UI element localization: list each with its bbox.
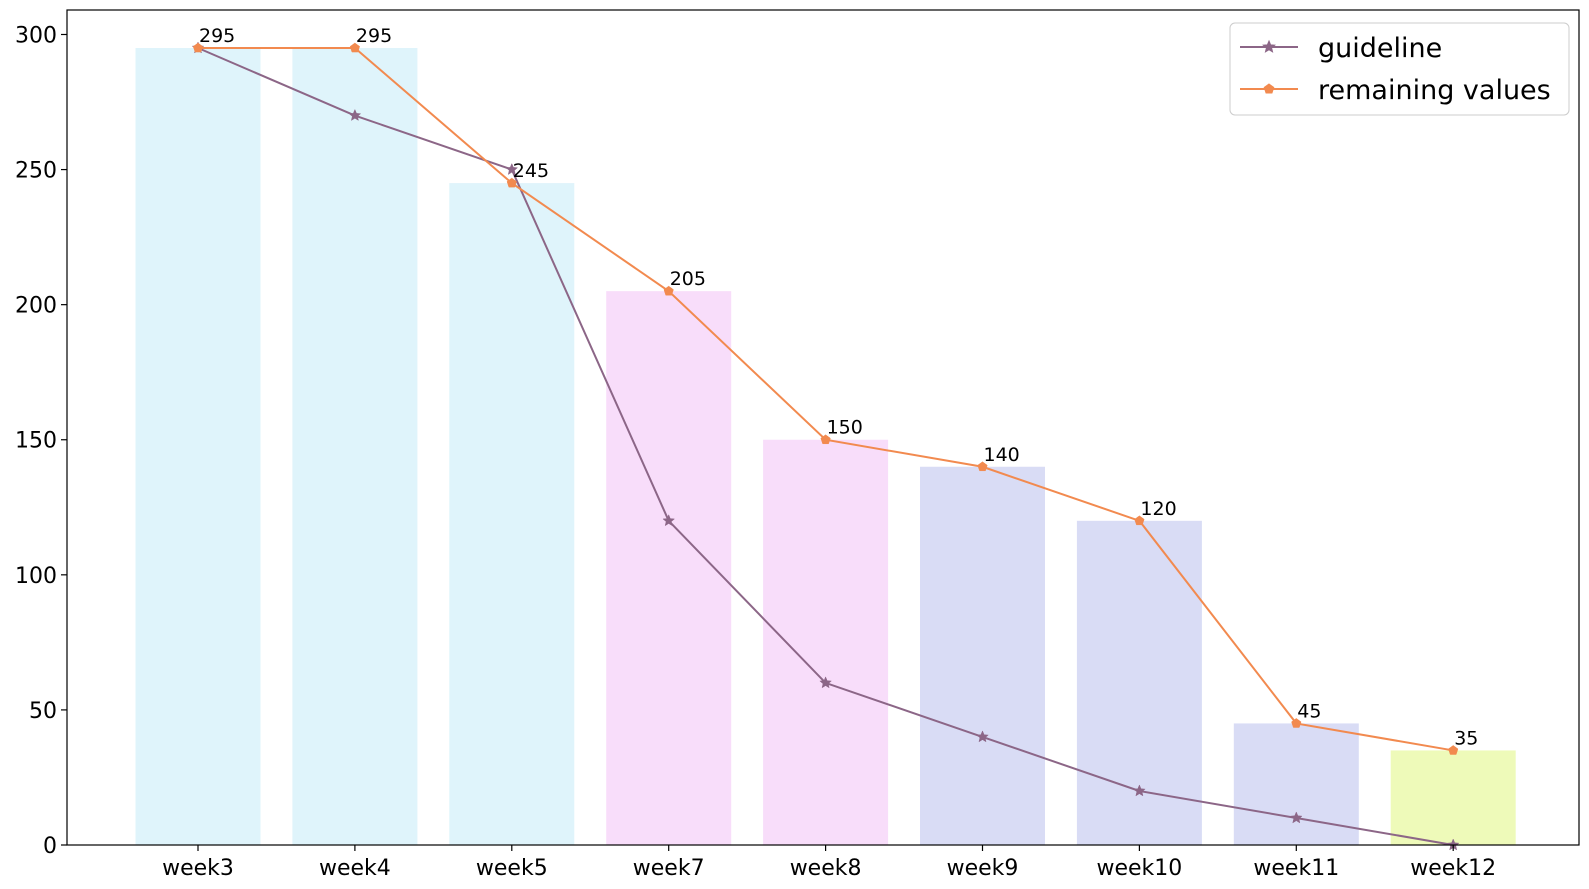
x-tick-label-week10: week10 [1096, 856, 1182, 881]
y-tick-label-50: 50 [29, 699, 57, 724]
series-1-point-week9 [977, 461, 988, 472]
bar-week8 [763, 439, 889, 845]
x-tick-label-week11: week11 [1253, 856, 1339, 881]
x-tick-label-week9: week9 [947, 856, 1019, 881]
data-label-week3: 295 [199, 25, 235, 47]
y-tick-label-100: 100 [15, 564, 57, 589]
y-tick-label-150: 150 [15, 429, 57, 454]
bar-week9 [920, 466, 1045, 845]
bar-week5 [449, 183, 575, 846]
series-0-point-week4 [348, 108, 362, 121]
x-tick-label-week5: week5 [476, 856, 548, 881]
axes-layer: 0 50 100 150 200 250 300 week3 week4 week5 week7 we… [15, 9, 1580, 881]
bars-layer [135, 48, 1516, 846]
data-label-week8: 150 [827, 417, 863, 439]
series-1-point-week11 [1291, 718, 1302, 728]
series-1-point-week7 [663, 285, 674, 296]
y-tick-label-200: 200 [15, 294, 57, 319]
x-tick-label-week12: week12 [1410, 856, 1496, 881]
series-0-point-week11 [1289, 811, 1303, 824]
bar-week4 [292, 48, 418, 845]
data-label-week12: 35 [1454, 727, 1478, 749]
data-label-week10: 120 [1140, 498, 1176, 520]
data-label-week9: 140 [984, 444, 1020, 466]
series-0-point-week8 [819, 676, 832, 689]
data-label-week7: 205 [670, 268, 706, 290]
bar-week10 [1076, 520, 1202, 845]
series-0-point-week10 [1133, 784, 1146, 797]
x-tick-label-week7: week7 [633, 856, 705, 881]
data-label-week5: 245 [513, 160, 549, 182]
series-0-point-week9 [976, 730, 989, 743]
y-tick-label-300: 300 [15, 23, 57, 48]
series-1-point-week10 [1134, 515, 1145, 526]
y-tick-label-0: 0 [43, 834, 57, 859]
data-labels-layer: 295 295 245 205 150 140 120 45 35 [199, 25, 1478, 749]
series-0-point-week5 [505, 162, 519, 175]
bar-week3 [135, 48, 261, 845]
bar-week12 [1390, 750, 1516, 845]
series-1-point-week12 [1448, 745, 1459, 755]
x-tick-label-week4: week4 [319, 856, 391, 881]
y-tick-label-250: 250 [15, 159, 57, 184]
series-1-point-week3 [192, 42, 204, 53]
legend-label-0: guideline [1318, 33, 1442, 64]
legend-label-1: remaining values [1318, 75, 1551, 106]
legend: guideline remaining values [1229, 22, 1570, 116]
series-0-point-week7 [662, 514, 676, 527]
x-tick-label-week8: week8 [790, 856, 862, 881]
lines-layer [191, 41, 1460, 851]
series-1-point-week4 [349, 42, 360, 53]
data-label-week11: 45 [1297, 700, 1321, 722]
legend-box [1229, 22, 1570, 116]
data-label-week4: 295 [356, 25, 392, 47]
bar-week11 [1233, 723, 1359, 845]
legend-marker-1 [1263, 83, 1275, 94]
series-1-point-week5 [506, 177, 517, 188]
bar-week7 [606, 291, 732, 845]
plot-frame [66, 9, 1580, 846]
x-tick-label-week3: week3 [162, 856, 234, 881]
series-1-point-week8 [820, 434, 831, 445]
legend-marker-0 [1262, 39, 1276, 53]
